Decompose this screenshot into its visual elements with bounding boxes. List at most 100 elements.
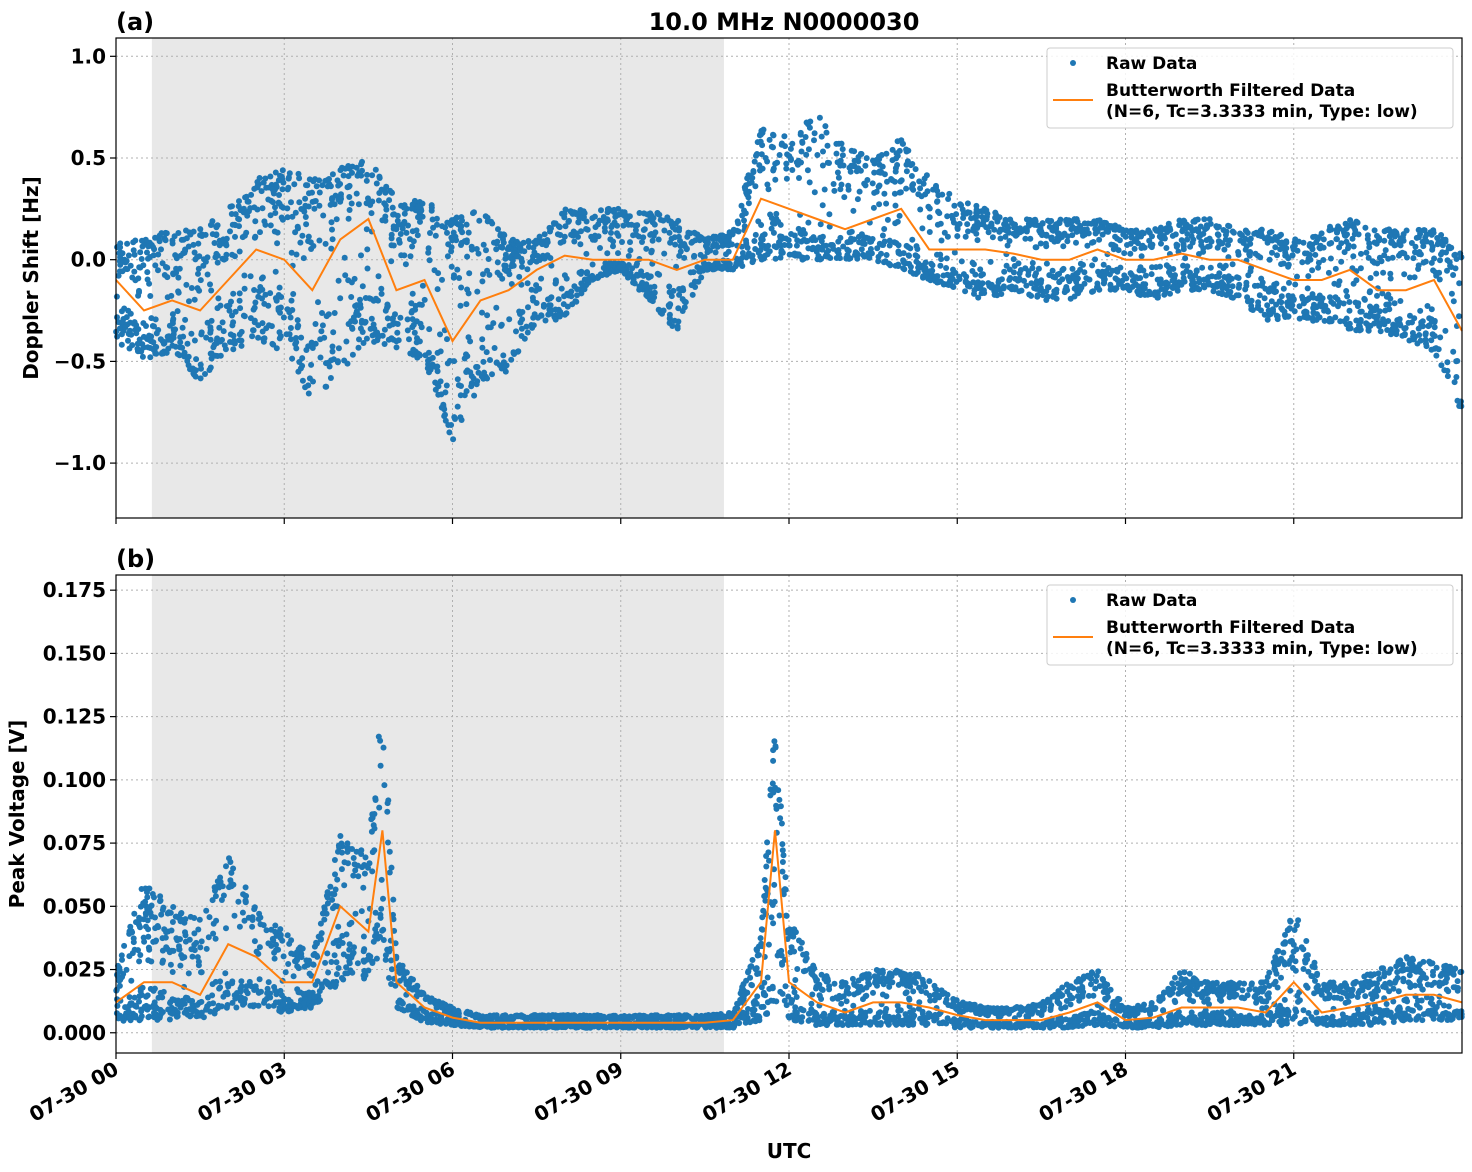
raw-data-point bbox=[1031, 217, 1038, 224]
raw-data-point bbox=[761, 231, 768, 238]
raw-data-point bbox=[560, 238, 567, 245]
raw-data-point bbox=[851, 157, 858, 164]
raw-data-point bbox=[689, 291, 696, 298]
raw-data-point bbox=[113, 293, 120, 300]
raw-data-point bbox=[749, 174, 756, 181]
raw-data-point bbox=[1391, 325, 1397, 332]
raw-data-point bbox=[975, 208, 982, 215]
raw-data-point bbox=[213, 231, 220, 238]
raw-data-point bbox=[881, 226, 888, 232]
raw-data-point bbox=[823, 249, 830, 256]
raw-data-point bbox=[711, 241, 717, 248]
raw-data-point bbox=[415, 204, 422, 211]
raw-data-point bbox=[206, 914, 213, 921]
raw-data-point bbox=[1229, 283, 1236, 290]
raw-data-point bbox=[458, 284, 465, 291]
raw-data-point bbox=[1280, 260, 1287, 267]
raw-data-point bbox=[969, 259, 976, 266]
raw-data-point bbox=[773, 210, 780, 217]
raw-data-point bbox=[406, 336, 412, 343]
raw-data-point bbox=[1411, 315, 1418, 322]
raw-data-point bbox=[293, 335, 299, 341]
raw-data-point bbox=[128, 977, 135, 984]
raw-data-point bbox=[1401, 271, 1408, 278]
raw-data-point bbox=[229, 203, 235, 210]
raw-data-point bbox=[575, 219, 582, 226]
raw-data-point bbox=[329, 236, 336, 243]
raw-data-point bbox=[201, 256, 207, 263]
raw-data-point bbox=[479, 278, 486, 285]
raw-data-point bbox=[1404, 254, 1410, 261]
raw-data-point bbox=[196, 287, 203, 294]
raw-data-point bbox=[1161, 291, 1168, 298]
raw-data-point bbox=[1006, 284, 1013, 291]
raw-data-point bbox=[305, 233, 312, 240]
raw-data-point bbox=[878, 250, 884, 257]
raw-data-point bbox=[1378, 258, 1385, 265]
raw-data-point bbox=[671, 234, 678, 241]
raw-data-point bbox=[850, 207, 857, 214]
raw-data-point bbox=[988, 220, 995, 227]
raw-data-point bbox=[401, 210, 408, 217]
raw-data-point bbox=[260, 179, 267, 186]
raw-data-point bbox=[651, 289, 658, 296]
raw-data-point bbox=[541, 231, 548, 238]
raw-data-point bbox=[483, 247, 489, 254]
raw-data-point bbox=[1135, 240, 1141, 247]
raw-data-point bbox=[219, 319, 226, 326]
raw-data-point bbox=[204, 271, 211, 278]
raw-data-point bbox=[1001, 268, 1008, 275]
raw-data-point bbox=[649, 215, 656, 222]
raw-data-point bbox=[1397, 298, 1404, 304]
raw-data-point bbox=[655, 306, 662, 313]
raw-data-point bbox=[453, 215, 460, 222]
raw-data-point bbox=[884, 216, 891, 223]
raw-data-point bbox=[1057, 216, 1064, 223]
raw-data-point bbox=[787, 155, 794, 162]
raw-data-point bbox=[607, 259, 613, 266]
raw-data-point bbox=[256, 944, 263, 951]
raw-data-point bbox=[1052, 274, 1059, 281]
raw-data-point bbox=[407, 253, 414, 260]
raw-data-point bbox=[804, 238, 811, 244]
raw-data-point bbox=[652, 229, 659, 236]
raw-data-point bbox=[186, 298, 192, 305]
raw-data-point bbox=[342, 165, 349, 172]
raw-data-point bbox=[498, 321, 505, 328]
raw-data-point bbox=[979, 213, 985, 220]
raw-data-point bbox=[500, 352, 507, 359]
raw-data-point bbox=[222, 346, 229, 353]
raw-data-point bbox=[1230, 229, 1237, 236]
raw-data-point bbox=[728, 241, 735, 248]
raw-data-point bbox=[261, 997, 268, 1004]
raw-data-point bbox=[895, 248, 902, 255]
raw-data-point bbox=[533, 282, 540, 289]
raw-data-point bbox=[1139, 242, 1146, 249]
raw-data-point bbox=[312, 176, 318, 183]
raw-data-point bbox=[794, 161, 801, 168]
raw-data-point bbox=[672, 241, 679, 248]
raw-data-point bbox=[172, 343, 179, 350]
raw-data-point bbox=[1272, 244, 1279, 251]
raw-data-point bbox=[1255, 299, 1262, 306]
raw-data-point bbox=[1344, 293, 1351, 300]
raw-data-point bbox=[998, 291, 1005, 297]
raw-data-point bbox=[1222, 231, 1229, 238]
raw-data-point bbox=[479, 344, 486, 351]
raw-data-point bbox=[1101, 273, 1108, 279]
raw-data-point bbox=[1437, 334, 1444, 341]
raw-data-point bbox=[1136, 267, 1143, 274]
raw-data-point bbox=[1169, 232, 1176, 239]
raw-data-point bbox=[137, 249, 144, 256]
raw-data-point bbox=[1189, 239, 1196, 246]
raw-data-point bbox=[661, 250, 668, 257]
raw-data-point bbox=[541, 255, 548, 262]
raw-data-point bbox=[769, 220, 776, 227]
raw-data-point bbox=[409, 243, 416, 250]
raw-data-point bbox=[1309, 267, 1316, 274]
raw-data-point bbox=[364, 265, 371, 272]
raw-data-point bbox=[785, 237, 792, 244]
raw-data-point bbox=[615, 250, 621, 257]
raw-data-point bbox=[765, 242, 772, 249]
raw-data-point bbox=[956, 220, 963, 227]
